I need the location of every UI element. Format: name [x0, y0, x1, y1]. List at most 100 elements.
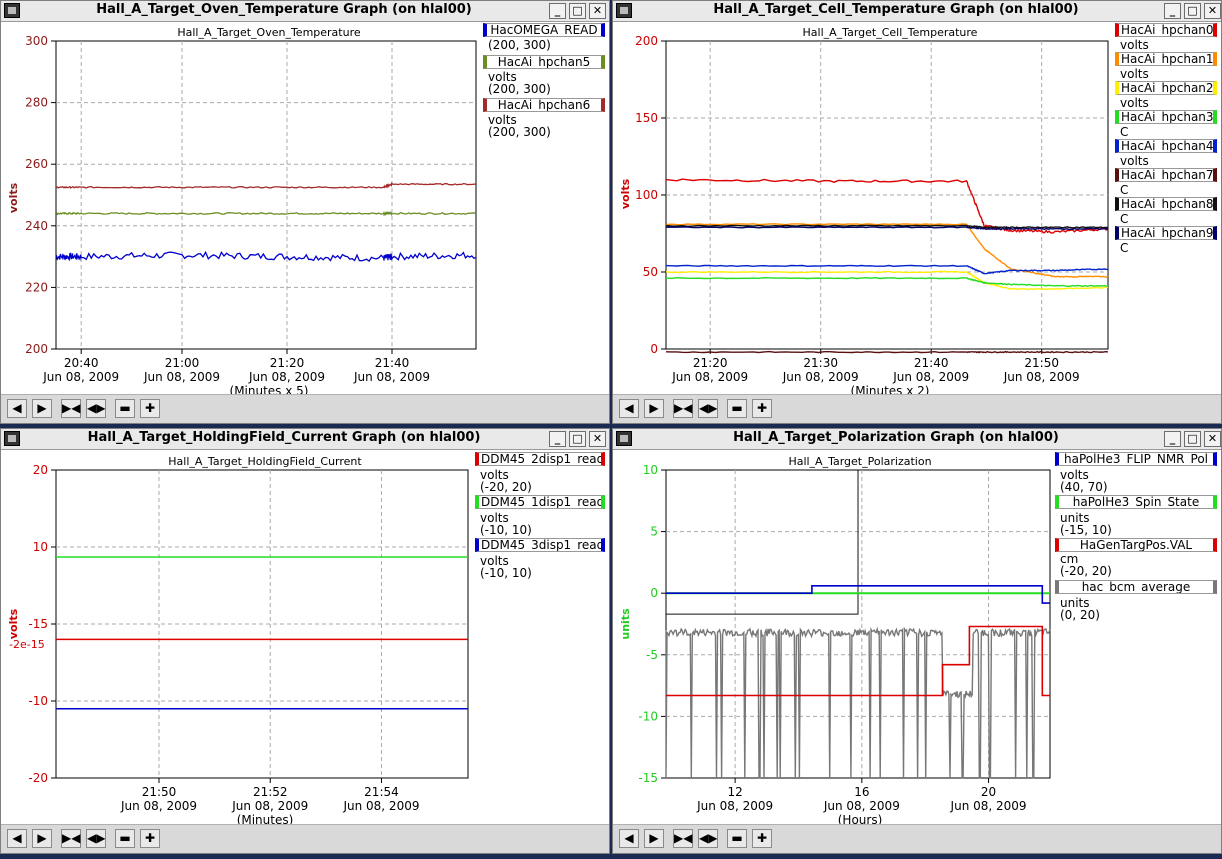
legend-units: C	[1120, 125, 1129, 139]
plus-icon[interactable]: ✚	[752, 829, 772, 848]
legend-entry-hacai-hpchan8[interactable]: HacAi_hpchan8	[1115, 197, 1217, 211]
plus-icon[interactable]: ✚	[752, 399, 772, 418]
chart-title: Hall_A_Target_Cell_Temperature	[803, 26, 978, 39]
minus-icon[interactable]: ▬	[115, 399, 135, 418]
x-tick-time: 21:30	[803, 356, 838, 370]
series-hacai_hpchan4	[665, 264, 1109, 275]
legend-entry-hacai-hpchan7[interactable]: HacAi_hpchan7	[1115, 168, 1217, 182]
series-hacomega_read	[55, 250, 477, 263]
legend-units: C	[1120, 212, 1129, 226]
minimize-button[interactable]: _	[1164, 3, 1181, 19]
plot-area[interactable]: Hall_A_Target_Cell_Temperature volts (Mi…	[613, 22, 1221, 396]
legend-entry-hapolhe3-spin-state[interactable]: haPolHe3_Spin_State	[1055, 495, 1217, 509]
legend-entry-hacai-hpchan2[interactable]: HacAi_hpchan2	[1115, 81, 1217, 95]
arrow-right-icon[interactable]: ▶	[644, 399, 664, 418]
window-title: Hall_A_Target_Polarization Graph (on hla…	[733, 430, 1059, 445]
close-button[interactable]: ✕	[1204, 431, 1221, 447]
minimize-button[interactable]: _	[549, 431, 566, 447]
minus-icon[interactable]: ▬	[727, 829, 747, 848]
legend-range: (200, 300)	[488, 38, 551, 52]
zoom-out-x-icon[interactable]: ◀▶	[698, 399, 718, 418]
zoom-in-x-icon[interactable]: ▶◀	[673, 829, 693, 848]
y-tick-label: 0	[650, 586, 658, 600]
legend-entry-hac-bcm-average[interactable]: hac_bcm_average	[1055, 580, 1217, 594]
legend-entry-hacai-hpchan5[interactable]: HacAi_hpchan5	[483, 55, 605, 69]
maximize-button[interactable]: □	[1184, 3, 1201, 19]
chart-polarization: Hall_A_Target_Polarization units (Hours)…	[619, 455, 1051, 826]
y-tick-label: 220	[25, 280, 48, 294]
window-menu-icon[interactable]	[616, 431, 632, 446]
legend-entry-ddm45-3disp1-read[interactable]: DDM45_3disp1_read	[475, 538, 605, 552]
y-tick-label: 10	[643, 463, 658, 477]
minimize-button[interactable]: _	[1164, 431, 1181, 447]
window-menu-icon[interactable]	[616, 3, 632, 18]
y-tick-label: 100	[635, 188, 658, 202]
y-tick-label: 150	[635, 111, 658, 125]
plot-area[interactable]: Hall_A_Target_HoldingField_Current volts…	[1, 450, 609, 826]
arrow-left-icon[interactable]: ◀	[619, 399, 639, 418]
legend-units: C	[1120, 183, 1129, 197]
legend-range: (-20, 20)	[480, 480, 532, 494]
legend-entry-hacai-hpchan9[interactable]: HacAi_hpchan9	[1115, 226, 1217, 240]
zoom-in-x-icon[interactable]: ▶◀	[61, 829, 81, 848]
zoom-in-x-icon[interactable]: ▶◀	[673, 399, 693, 418]
minus-icon[interactable]: ▬	[115, 829, 135, 848]
legend-units: volts	[1120, 38, 1149, 52]
zoom-out-x-icon[interactable]: ◀▶	[86, 399, 106, 418]
arrow-left-icon[interactable]: ◀	[7, 829, 27, 848]
series-hac_bcm_average	[665, 626, 1051, 779]
arrow-right-icon[interactable]: ▶	[32, 399, 52, 418]
legend-entry-hacai-hpchan1[interactable]: HacAi_hpchan1	[1115, 52, 1217, 66]
plot-area[interactable]: Hall_A_Target_Polarization units (Hours)…	[613, 450, 1221, 826]
window-title: Hall_A_Target_Oven_Temperature Graph (on…	[96, 2, 472, 17]
x-tick-date: Jun 08, 2009	[342, 799, 419, 813]
titlebar[interactable]: Hall_A_Target_Polarization Graph (on hla…	[613, 429, 1221, 450]
x-tick-date: Jun 08, 2009	[823, 799, 900, 813]
close-button[interactable]: ✕	[1204, 3, 1221, 19]
legend-entry-hapolhe3-flip-nmr-pol[interactable]: haPolHe3_FLIP_NMR_Pol	[1055, 452, 1217, 466]
plus-icon[interactable]: ✚	[140, 829, 160, 848]
y-axis-label: units	[619, 608, 632, 640]
legend-entry-hacai-hpchan3[interactable]: HacAi_hpchan3	[1115, 110, 1217, 124]
minimize-button[interactable]: _	[549, 3, 566, 19]
minus-icon[interactable]: ▬	[727, 399, 747, 418]
legend-entry-hacomega-read[interactable]: HacOMEGA_READ	[483, 23, 605, 37]
chart-title: Hall_A_Target_Oven_Temperature	[177, 26, 360, 39]
x-tick-time: 20:40	[64, 356, 99, 370]
plot-frame	[55, 40, 477, 350]
titlebar[interactable]: Hall_A_Target_Cell_Temperature Graph (on…	[613, 1, 1221, 22]
legend-entry-ddm45-1disp1-read[interactable]: DDM45_1disp1_read	[475, 495, 605, 509]
series-hacai_hpchan7	[665, 350, 1109, 354]
legend-entry-hagentargpos-val[interactable]: HaGenTargPos.VAL	[1055, 538, 1217, 552]
window-menu-icon[interactable]	[4, 3, 20, 18]
x-tick-time: 21:54	[364, 785, 399, 799]
x-tick-date: Jun 08, 2009	[671, 370, 748, 384]
plus-icon[interactable]: ✚	[140, 399, 160, 418]
legend-range: (200, 300)	[488, 82, 551, 96]
zoom-out-x-icon[interactable]: ◀▶	[698, 829, 718, 848]
arrow-right-icon[interactable]: ▶	[32, 829, 52, 848]
legend-range: (0, 20)	[1060, 608, 1100, 622]
plot-area[interactable]: Hall_A_Target_Oven_Temperature volts (Mi…	[1, 22, 609, 396]
legend-entry-hacai-hpchan0[interactable]: HacAi_hpchan0	[1115, 23, 1217, 37]
titlebar[interactable]: Hall_A_Target_Oven_Temperature Graph (on…	[1, 1, 609, 22]
x-tick-time: 21:50	[1024, 356, 1059, 370]
zoom-out-x-icon[interactable]: ◀▶	[86, 829, 106, 848]
arrow-left-icon[interactable]: ◀	[619, 829, 639, 848]
window-menu-icon[interactable]	[4, 431, 20, 446]
legend-entry-hacai-hpchan6[interactable]: HacAi_hpchan6	[483, 98, 605, 112]
legend-entry-hacai-hpchan4[interactable]: HacAi_hpchan4	[1115, 139, 1217, 153]
arrow-left-icon[interactable]: ◀	[7, 399, 27, 418]
close-button[interactable]: ✕	[589, 431, 606, 447]
titlebar[interactable]: Hall_A_Target_HoldingField_Current Graph…	[1, 429, 609, 450]
close-button[interactable]: ✕	[589, 3, 606, 19]
zoom-in-x-icon[interactable]: ▶◀	[61, 399, 81, 418]
y-tick-label: -20	[28, 771, 48, 785]
legend-units: volts	[1120, 67, 1149, 81]
maximize-button[interactable]: □	[569, 3, 586, 19]
legend-entry-ddm45-2disp1-read[interactable]: DDM45_2disp1_read	[475, 452, 605, 466]
maximize-button[interactable]: □	[569, 431, 586, 447]
arrow-right-icon[interactable]: ▶	[644, 829, 664, 848]
x-tick-time: 12	[727, 785, 742, 799]
maximize-button[interactable]: □	[1184, 431, 1201, 447]
